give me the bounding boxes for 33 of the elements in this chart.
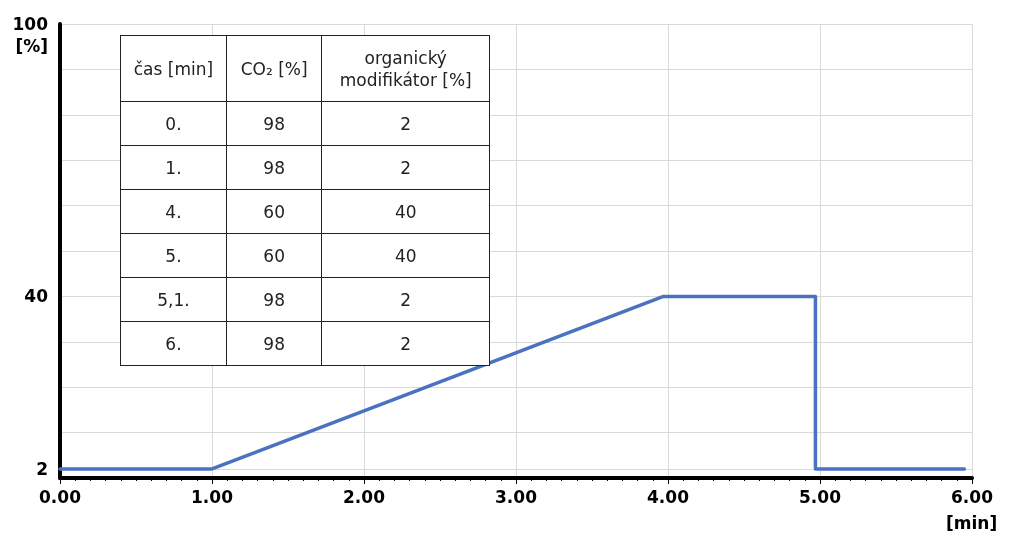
annotation: 5,1. bbox=[120, 277, 227, 322]
annotation: 60 bbox=[226, 233, 322, 278]
annotation: 2 bbox=[321, 277, 490, 322]
annotation: 5. bbox=[120, 233, 227, 278]
annotation: organický modifikátor [%] bbox=[321, 35, 490, 102]
y-tick-label: 40 bbox=[24, 286, 49, 307]
annotation: 2 bbox=[321, 321, 490, 366]
y-axis-title: [%] bbox=[15, 35, 48, 56]
x-tick-label: 5.00 bbox=[799, 486, 842, 507]
annotation: CO₂ [%] bbox=[226, 35, 322, 102]
x-tick-label: 1.00 bbox=[191, 486, 234, 507]
annotation: 98 bbox=[226, 277, 322, 322]
annotation: 0. bbox=[120, 101, 227, 146]
annotation: 2 bbox=[321, 145, 490, 190]
annotation: 98 bbox=[226, 145, 322, 190]
annotation: 6. bbox=[120, 321, 227, 366]
x-axis-title: [min] bbox=[946, 512, 998, 533]
annotation: 60 bbox=[226, 189, 322, 234]
x-tick-label: 6.00 bbox=[951, 486, 994, 507]
x-tick-label: 3.00 bbox=[495, 486, 538, 507]
y-tick-label: 2 bbox=[36, 458, 48, 479]
annotation: 98 bbox=[226, 321, 322, 366]
annotation: 2 bbox=[321, 101, 490, 146]
annotation: 4. bbox=[120, 189, 227, 234]
annotation: čas [min] bbox=[120, 35, 227, 102]
annotation: 40 bbox=[321, 233, 490, 278]
annotation: 98 bbox=[226, 101, 322, 146]
x-tick-label: 2.00 bbox=[343, 486, 386, 507]
annotation: 1. bbox=[120, 145, 227, 190]
y-tick-label: 100 bbox=[12, 14, 49, 34]
x-tick-label: 0.00 bbox=[39, 486, 82, 507]
annotation: 40 bbox=[321, 189, 490, 234]
x-tick-label: 4.00 bbox=[647, 486, 690, 507]
